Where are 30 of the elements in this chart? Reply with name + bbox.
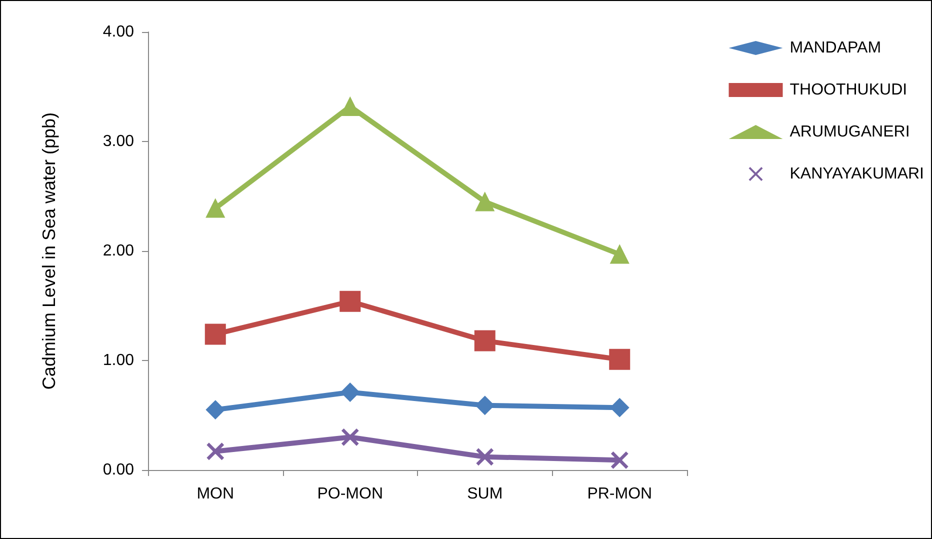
point — [474, 330, 496, 352]
y-tick-label: 1.00 — [102, 352, 134, 369]
y-tick-label: 4.00 — [102, 24, 134, 40]
point — [340, 382, 360, 402]
x-tick-label: SUM — [467, 486, 503, 502]
point — [340, 290, 361, 312]
legend-label: MANDAPAM — [790, 40, 882, 56]
point — [609, 348, 630, 370]
point — [475, 396, 494, 415]
point — [611, 452, 628, 469]
legend-label: KANYAYAKUMARI — [790, 166, 924, 182]
y-tick-label: 0.00 — [102, 462, 134, 478]
point — [206, 400, 225, 420]
y-tick-label: 3.00 — [102, 133, 134, 150]
legend-label: THOOTHUKUDI — [790, 82, 908, 98]
y-tick-label: 2.00 — [102, 242, 134, 260]
point — [204, 324, 226, 345]
x-tick-label: PR-MON — [587, 486, 652, 502]
legend-label: ARUMUGANERI — [790, 124, 910, 140]
x-tick-label: PO-MON — [317, 486, 384, 502]
point — [342, 428, 359, 446]
point — [476, 448, 494, 466]
y-axis-title: Cadmium Level in Sea water (ppb) — [39, 112, 59, 390]
point — [610, 398, 630, 418]
point — [206, 198, 225, 218]
point — [475, 192, 494, 212]
point — [340, 96, 360, 116]
point — [206, 442, 224, 460]
point — [610, 244, 630, 264]
x-tick-label: MON — [196, 486, 234, 502]
